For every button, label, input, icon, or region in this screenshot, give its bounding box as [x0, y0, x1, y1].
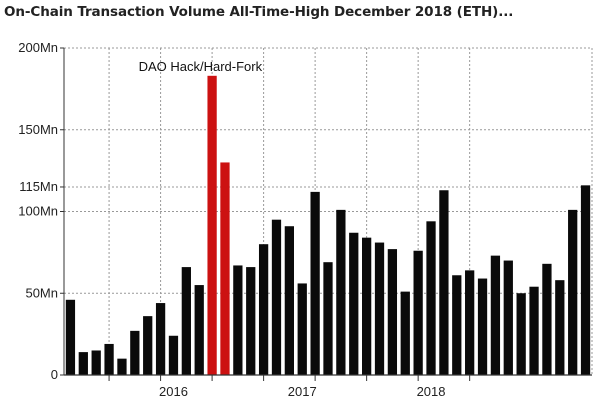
bar	[568, 209, 578, 375]
bar	[297, 283, 307, 375]
bar	[104, 343, 114, 375]
bar	[91, 350, 101, 375]
bar	[452, 275, 462, 375]
bar	[529, 286, 539, 375]
bar	[78, 352, 88, 375]
bar	[490, 255, 501, 375]
chart-title: On-Chain Transaction Volume All-Time-Hig…	[4, 4, 514, 20]
bar-series	[65, 75, 591, 376]
bar	[503, 260, 513, 375]
bar	[555, 280, 565, 375]
bar	[542, 263, 552, 375]
y-axis-labels: 0 50Mn 100Mn 150Mn 200Mn 115Mn	[18, 40, 58, 382]
y-tick-label: 50Mn	[25, 285, 58, 300]
bar	[516, 293, 526, 375]
bar	[336, 209, 346, 375]
bar	[362, 237, 372, 375]
bar	[310, 191, 320, 375]
axes	[60, 47, 592, 381]
dao-hack-annotation: DAO Hack/Hard-Fork	[139, 59, 263, 74]
bar	[426, 221, 436, 375]
y-tick-label: 0	[51, 367, 58, 382]
bar	[233, 265, 243, 375]
bar	[580, 185, 591, 375]
bar	[207, 75, 217, 376]
x-tick-label: 2018	[417, 384, 446, 399]
bar	[246, 267, 256, 375]
y-tick-label: 200Mn	[18, 40, 58, 55]
bar	[258, 244, 269, 375]
bar	[477, 278, 488, 375]
bar	[143, 316, 153, 375]
bar	[284, 226, 294, 375]
bar	[349, 232, 359, 375]
bar	[271, 219, 282, 375]
bar	[323, 262, 333, 375]
bar	[117, 358, 127, 375]
bar	[374, 242, 385, 375]
threshold-label: 115Mn	[19, 179, 58, 194]
bar	[400, 291, 410, 375]
bar	[168, 335, 179, 375]
bar	[413, 250, 423, 375]
bar	[220, 162, 230, 375]
bar	[387, 249, 398, 375]
bar	[439, 190, 449, 375]
bar	[155, 303, 166, 375]
x-tick-label: 2016	[159, 384, 188, 399]
x-tick-label: 2017	[288, 384, 317, 399]
y-tick-label: 150Mn	[18, 122, 58, 137]
bar	[65, 299, 76, 375]
x-axis-labels: 2016 2017 2018	[159, 384, 445, 399]
bar	[465, 270, 475, 375]
y-tick-label: 100Mn	[18, 204, 58, 219]
bar	[181, 267, 191, 375]
bar	[130, 330, 140, 375]
bar	[194, 285, 204, 375]
